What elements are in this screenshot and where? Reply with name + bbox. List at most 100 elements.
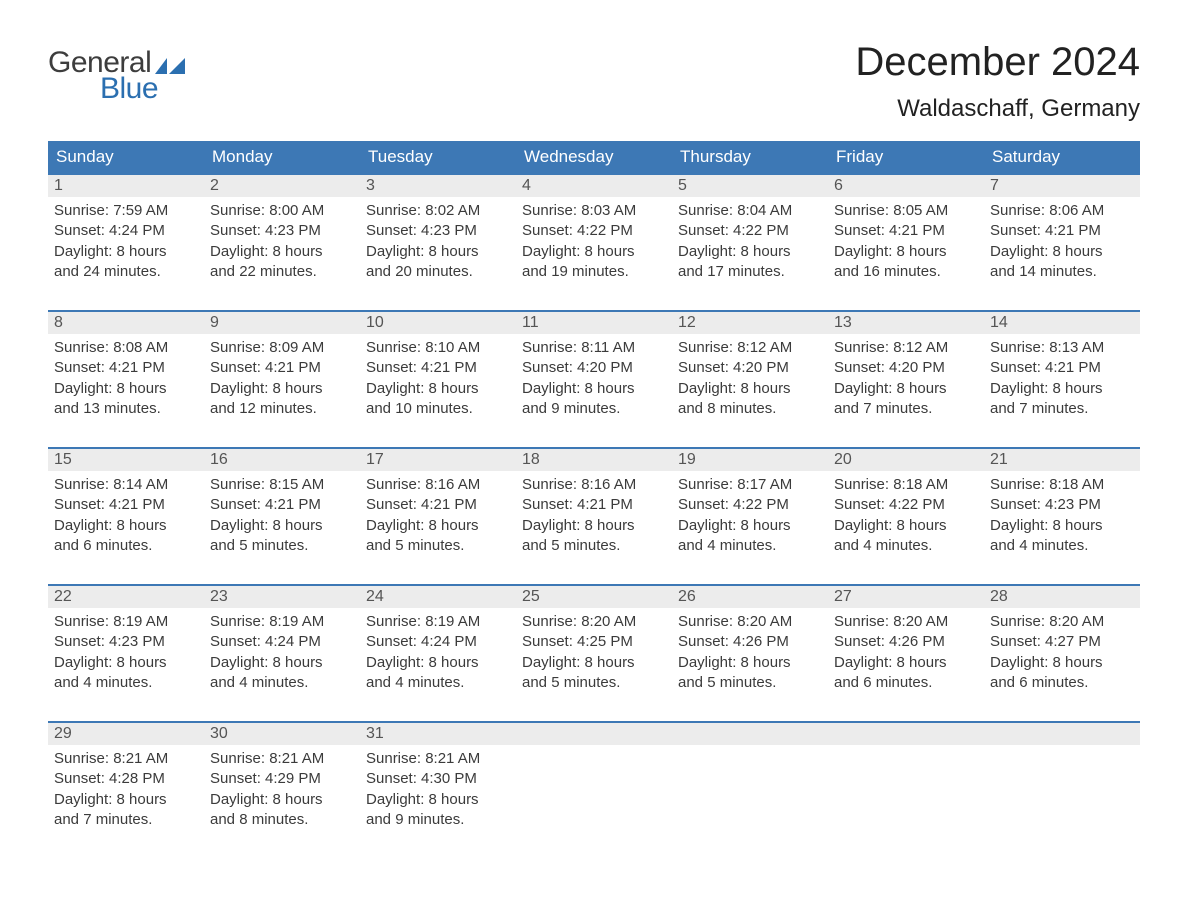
sunset-text: Sunset: 4:22 PM [522,221,666,241]
calendar-cell: 21Sunrise: 8:18 AMSunset: 4:23 PMDayligh… [984,449,1140,562]
day-header: Sunday [48,141,204,173]
cell-body: Sunrise: 8:21 AMSunset: 4:28 PMDaylight:… [48,745,204,836]
sunrise-text: Sunrise: 8:12 AM [834,338,978,358]
calendar-cell: 17Sunrise: 8:16 AMSunset: 4:21 PMDayligh… [360,449,516,562]
sunrise-text: Sunrise: 8:20 AM [834,612,978,632]
d1-text: Daylight: 8 hours [990,653,1134,673]
cell-body: Sunrise: 8:12 AMSunset: 4:20 PMDaylight:… [672,334,828,425]
calendar-cell: 18Sunrise: 8:16 AMSunset: 4:21 PMDayligh… [516,449,672,562]
day-number: 19 [672,449,828,471]
day-number: 27 [828,586,984,608]
sunrise-text: Sunrise: 8:18 AM [990,475,1134,495]
d2-text: and 5 minutes. [366,536,510,556]
sunrise-text: Sunrise: 8:14 AM [54,475,198,495]
sunrise-text: Sunrise: 8:18 AM [834,475,978,495]
cell-body: Sunrise: 8:20 AMSunset: 4:27 PMDaylight:… [984,608,1140,699]
d2-text: and 5 minutes. [678,673,822,693]
cell-body: Sunrise: 7:59 AMSunset: 4:24 PMDaylight:… [48,197,204,288]
sunrise-text: Sunrise: 8:04 AM [678,201,822,221]
cell-body: Sunrise: 8:17 AMSunset: 4:22 PMDaylight:… [672,471,828,562]
day-number: 4 [516,175,672,197]
d1-text: Daylight: 8 hours [678,379,822,399]
cell-body: Sunrise: 8:16 AMSunset: 4:21 PMDaylight:… [516,471,672,562]
sunset-text: Sunset: 4:23 PM [990,495,1134,515]
calendar-cell: 11Sunrise: 8:11 AMSunset: 4:20 PMDayligh… [516,312,672,425]
calendar-cell: 25Sunrise: 8:20 AMSunset: 4:25 PMDayligh… [516,586,672,699]
day-number [828,723,984,745]
d2-text: and 14 minutes. [990,262,1134,282]
sunset-text: Sunset: 4:23 PM [54,632,198,652]
sunrise-text: Sunrise: 8:03 AM [522,201,666,221]
sunrise-text: Sunrise: 8:09 AM [210,338,354,358]
sunrise-text: Sunrise: 8:08 AM [54,338,198,358]
d2-text: and 5 minutes. [522,673,666,693]
d1-text: Daylight: 8 hours [210,242,354,262]
cell-body: Sunrise: 8:21 AMSunset: 4:30 PMDaylight:… [360,745,516,836]
d2-text: and 19 minutes. [522,262,666,282]
d1-text: Daylight: 8 hours [54,379,198,399]
sunrise-text: Sunrise: 8:21 AM [366,749,510,769]
sunrise-text: Sunrise: 8:00 AM [210,201,354,221]
day-number [516,723,672,745]
d1-text: Daylight: 8 hours [834,242,978,262]
sunset-text: Sunset: 4:28 PM [54,769,198,789]
d1-text: Daylight: 8 hours [834,379,978,399]
d2-text: and 4 minutes. [54,673,198,693]
sunset-text: Sunset: 4:20 PM [522,358,666,378]
day-number: 22 [48,586,204,608]
cell-body: Sunrise: 8:09 AMSunset: 4:21 PMDaylight:… [204,334,360,425]
sunset-text: Sunset: 4:23 PM [210,221,354,241]
calendar-cell: 4Sunrise: 8:03 AMSunset: 4:22 PMDaylight… [516,175,672,288]
sunrise-text: Sunrise: 8:06 AM [990,201,1134,221]
calendar-cell: 10Sunrise: 8:10 AMSunset: 4:21 PMDayligh… [360,312,516,425]
d2-text: and 9 minutes. [366,810,510,830]
calendar-cell: 7Sunrise: 8:06 AMSunset: 4:21 PMDaylight… [984,175,1140,288]
d1-text: Daylight: 8 hours [834,653,978,673]
d1-text: Daylight: 8 hours [990,516,1134,536]
calendar-cell [516,723,672,836]
d2-text: and 22 minutes. [210,262,354,282]
d2-text: and 16 minutes. [834,262,978,282]
sunset-text: Sunset: 4:20 PM [834,358,978,378]
sunset-text: Sunset: 4:22 PM [678,221,822,241]
brand-text-blue: Blue [100,72,158,106]
d2-text: and 5 minutes. [210,536,354,556]
calendar-cell: 12Sunrise: 8:12 AMSunset: 4:20 PMDayligh… [672,312,828,425]
cell-body [828,745,984,755]
day-number: 23 [204,586,360,608]
day-number: 26 [672,586,828,608]
cell-body: Sunrise: 8:03 AMSunset: 4:22 PMDaylight:… [516,197,672,288]
calendar-cell: 2Sunrise: 8:00 AMSunset: 4:23 PMDaylight… [204,175,360,288]
cell-body: Sunrise: 8:04 AMSunset: 4:22 PMDaylight:… [672,197,828,288]
calendar-cell: 15Sunrise: 8:14 AMSunset: 4:21 PMDayligh… [48,449,204,562]
cell-body: Sunrise: 8:21 AMSunset: 4:29 PMDaylight:… [204,745,360,836]
sunrise-text: Sunrise: 8:21 AM [210,749,354,769]
d2-text: and 4 minutes. [678,536,822,556]
calendar-cell [672,723,828,836]
sunset-text: Sunset: 4:24 PM [366,632,510,652]
d2-text: and 4 minutes. [990,536,1134,556]
d1-text: Daylight: 8 hours [366,516,510,536]
sunrise-text: Sunrise: 8:19 AM [54,612,198,632]
day-number: 24 [360,586,516,608]
sunrise-text: Sunrise: 8:02 AM [366,201,510,221]
calendar-cell: 28Sunrise: 8:20 AMSunset: 4:27 PMDayligh… [984,586,1140,699]
d2-text: and 8 minutes. [210,810,354,830]
calendar-cell: 24Sunrise: 8:19 AMSunset: 4:24 PMDayligh… [360,586,516,699]
day-number: 10 [360,312,516,334]
d1-text: Daylight: 8 hours [54,516,198,536]
sunset-text: Sunset: 4:21 PM [990,221,1134,241]
sunrise-text: Sunrise: 8:10 AM [366,338,510,358]
sunrise-text: Sunrise: 8:21 AM [54,749,198,769]
cell-body: Sunrise: 8:19 AMSunset: 4:23 PMDaylight:… [48,608,204,699]
sunset-text: Sunset: 4:24 PM [210,632,354,652]
day-number: 1 [48,175,204,197]
cell-body: Sunrise: 8:18 AMSunset: 4:23 PMDaylight:… [984,471,1140,562]
d2-text: and 17 minutes. [678,262,822,282]
sunrise-text: Sunrise: 8:20 AM [522,612,666,632]
d2-text: and 7 minutes. [990,399,1134,419]
week-row: 29Sunrise: 8:21 AMSunset: 4:28 PMDayligh… [48,721,1140,836]
calendar-cell: 22Sunrise: 8:19 AMSunset: 4:23 PMDayligh… [48,586,204,699]
day-number: 5 [672,175,828,197]
sunset-text: Sunset: 4:21 PM [522,495,666,515]
